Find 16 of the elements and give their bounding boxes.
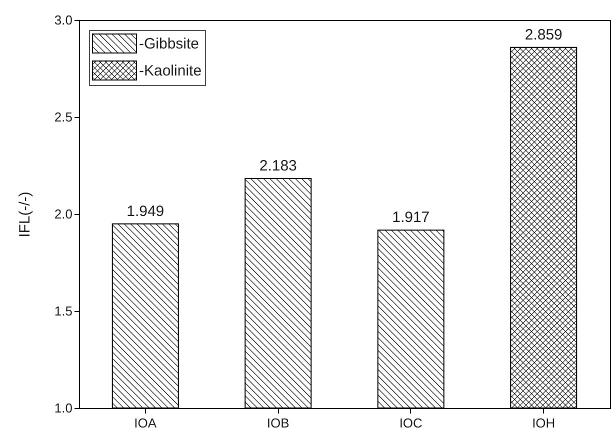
data-label: 2.183 [259,158,297,174]
x-tick-label: IOH [532,416,556,430]
data-label: 2.859 [524,26,562,44]
x-tick-label: IOA [134,416,157,430]
data-label: 1.917 [392,209,430,226]
x-tick-label: IOB [266,416,290,430]
data-label: 1.949 [126,202,164,220]
y-tick-label: 2.5 [54,110,72,124]
y-tick-label: 2.0 [54,206,72,222]
x-tick-label: IOC [399,416,422,430]
legend-label: -Gibbsite [139,36,200,52]
y-tick-label: 3.0 [54,12,72,28]
y-tick-label: 1.5 [54,304,72,318]
y-tick-label: 1.0 [54,400,72,416]
legend-label: -Kaolinite [139,62,202,80]
y-axis-title: IFL(-/-) [16,192,34,238]
